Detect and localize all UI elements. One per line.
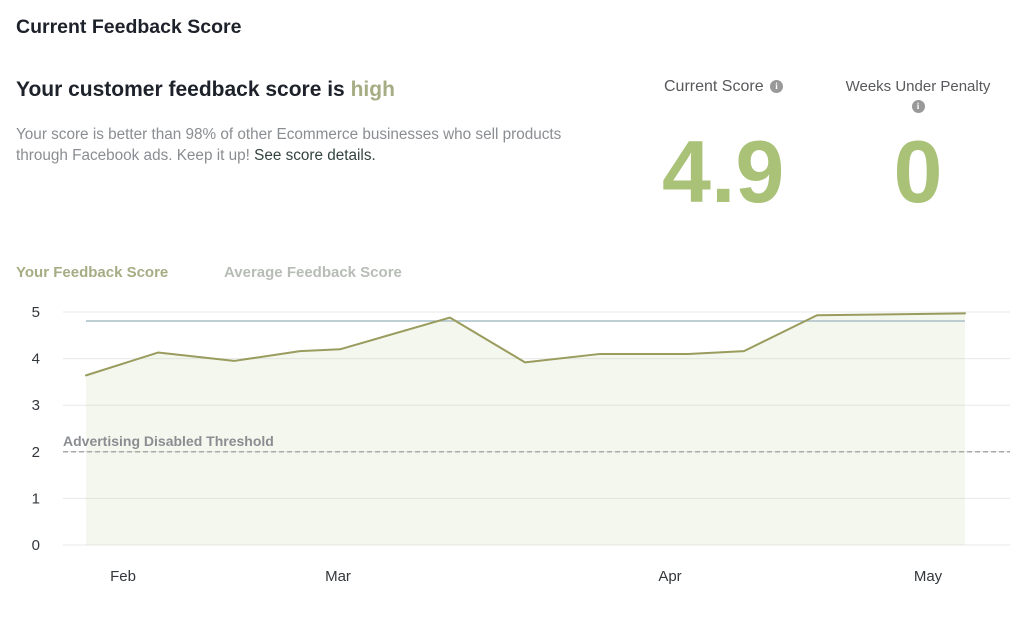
svg-text:Feb: Feb bbox=[110, 568, 136, 585]
svg-text:May: May bbox=[914, 568, 943, 585]
svg-text:3: 3 bbox=[32, 397, 40, 414]
svg-text:Apr: Apr bbox=[658, 568, 681, 585]
svg-text:2: 2 bbox=[32, 444, 40, 461]
svg-text:Advertising Disabled Threshold: Advertising Disabled Threshold bbox=[63, 433, 274, 449]
svg-text:Mar: Mar bbox=[325, 568, 351, 585]
svg-text:5: 5 bbox=[32, 304, 40, 321]
svg-text:4: 4 bbox=[32, 351, 40, 368]
svg-text:1: 1 bbox=[32, 490, 40, 507]
svg-text:0: 0 bbox=[32, 537, 40, 554]
